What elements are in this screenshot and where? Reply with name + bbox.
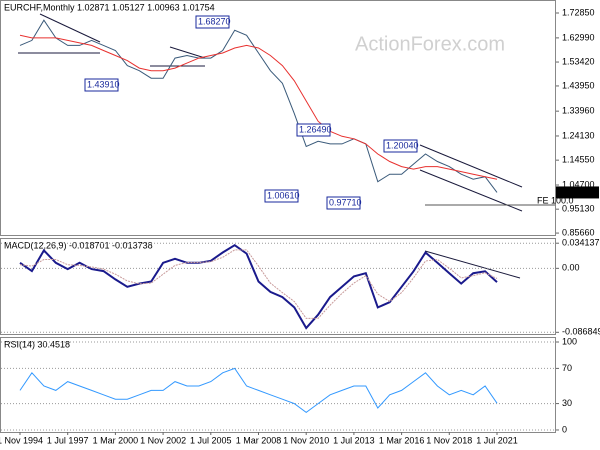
trendline bbox=[169, 46, 206, 59]
series-line bbox=[19, 249, 498, 319]
x-tick-label: 1 Jul 2013 bbox=[333, 435, 375, 445]
y-tick-label: 1.14550 bbox=[562, 155, 595, 165]
y-tick-label: 1.53420 bbox=[562, 56, 595, 66]
fe-label: FE 100.0 bbox=[537, 195, 574, 205]
level-box bbox=[84, 78, 119, 92]
x-tick-label: 1 Mar 2008 bbox=[236, 435, 282, 445]
level-box bbox=[195, 15, 230, 29]
y-tick-label: 1.72850 bbox=[562, 7, 595, 17]
panel-title: RSI(14) 30.4518 bbox=[4, 339, 70, 349]
trendline bbox=[39, 13, 101, 43]
level-box bbox=[383, 139, 418, 153]
trendline bbox=[419, 144, 523, 188]
level-label: 1.20040 bbox=[386, 140, 419, 150]
y-tick-label: 0.95130 bbox=[562, 204, 595, 214]
y-tick-label: 1.04700 bbox=[562, 179, 595, 189]
x-tick-label: 1 Jul 1997 bbox=[47, 435, 89, 445]
x-tick-label: 1 Nov 2010 bbox=[283, 435, 329, 445]
price-panel bbox=[0, 0, 556, 236]
level-box bbox=[296, 123, 331, 137]
panel-title: EURCHF,Monthly 1.02871 1.05127 1.00963 1… bbox=[4, 2, 215, 12]
y-tick-label: 100 bbox=[562, 336, 577, 346]
y-tick-label: 1.33960 bbox=[562, 106, 595, 116]
last-price-box bbox=[556, 186, 599, 199]
x-tick-label: 1 Mar 2000 bbox=[93, 435, 139, 445]
series-line bbox=[19, 19, 498, 193]
level-label: 1.43910 bbox=[87, 79, 120, 89]
rsi-panel bbox=[0, 337, 556, 433]
panel-title: MACD(12,26,9) -0.018701 -0.013738 bbox=[4, 240, 153, 250]
y-tick-label: -0.086849 bbox=[562, 327, 600, 337]
y-tick-label: 0 bbox=[562, 424, 567, 434]
y-tick-label: 1.43950 bbox=[562, 80, 595, 90]
level-label: 0.97710 bbox=[329, 197, 362, 207]
trendlines bbox=[18, 13, 555, 279]
x-tick-label: 1 Jul 2005 bbox=[190, 435, 232, 445]
watermark: ActionForex.com bbox=[355, 33, 505, 55]
y-tick-label: 0.85660 bbox=[562, 227, 595, 237]
last-price-label: 1.01754 bbox=[559, 187, 592, 197]
x-tick-label: 1 Mar 2016 bbox=[379, 435, 425, 445]
series-line bbox=[19, 34, 498, 180]
level-label: 1.68270 bbox=[198, 16, 231, 26]
x-tick-label: 1 Nov 2018 bbox=[426, 435, 472, 445]
series-line bbox=[19, 244, 498, 330]
y-tick-label: 70 bbox=[562, 363, 572, 373]
level-label: 1.26490 bbox=[299, 124, 332, 134]
level-label: 1.00610 bbox=[267, 190, 300, 200]
y-tick-label: 0.00 bbox=[562, 263, 580, 273]
x-tick-label: 1 Nov 1994 bbox=[0, 435, 43, 445]
y-tick-label: 1.62990 bbox=[562, 32, 595, 42]
level-box bbox=[264, 189, 299, 203]
x-tick-label: 1 Nov 2002 bbox=[140, 435, 186, 445]
series-line bbox=[19, 367, 498, 414]
level-box bbox=[326, 196, 361, 210]
y-tick-label: 0.034137 bbox=[562, 238, 600, 248]
trendline bbox=[424, 250, 521, 279]
y-tick-label: 1.24130 bbox=[562, 130, 595, 140]
trendline bbox=[419, 169, 523, 212]
macd-panel bbox=[0, 238, 556, 335]
x-tick-label: 1 Jul 2021 bbox=[476, 435, 518, 445]
y-tick-label: 30 bbox=[562, 398, 572, 408]
